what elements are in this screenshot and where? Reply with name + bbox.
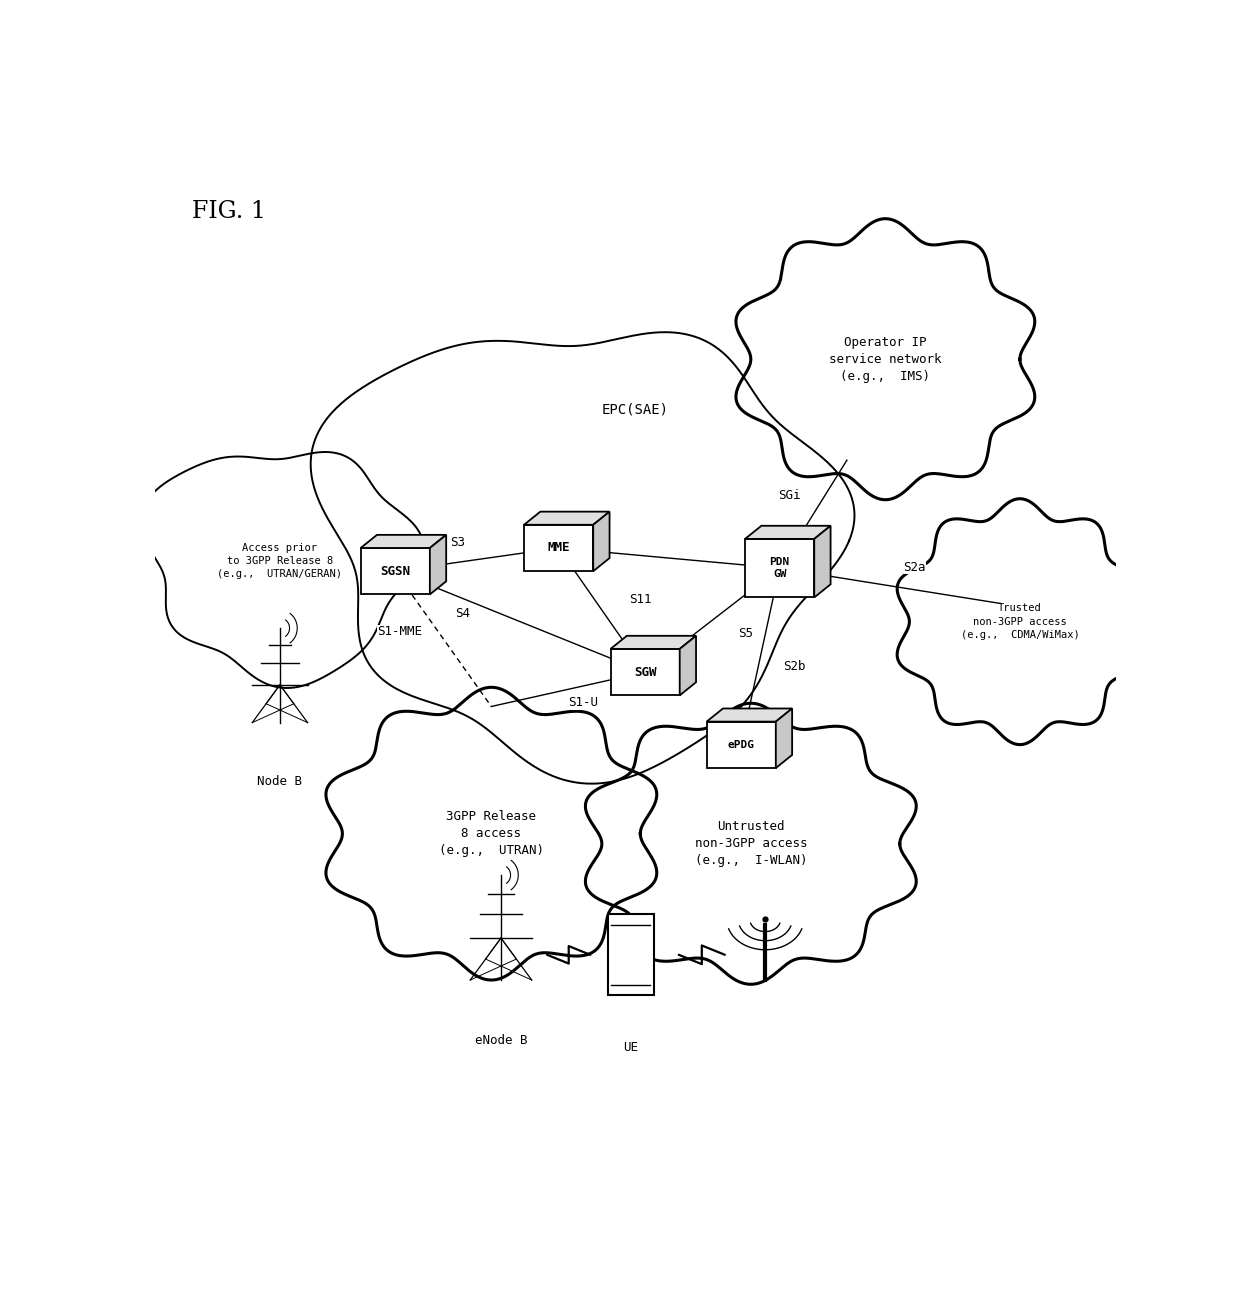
Text: FIG. 1: FIG. 1 (191, 199, 265, 223)
Polygon shape (361, 535, 446, 548)
Text: SGSN: SGSN (381, 565, 410, 578)
Polygon shape (707, 721, 776, 768)
Text: Node B: Node B (258, 775, 303, 788)
Text: S5: S5 (739, 627, 754, 640)
Text: SGW: SGW (634, 666, 656, 679)
Text: eNode B: eNode B (475, 1033, 527, 1046)
Text: S1-U: S1-U (568, 696, 598, 709)
Polygon shape (745, 526, 831, 539)
Text: UE: UE (624, 1041, 639, 1054)
Polygon shape (610, 649, 680, 695)
Text: S2b: S2b (782, 659, 805, 673)
Text: S3: S3 (450, 536, 465, 549)
Text: Trusted
non-3GPP access
(e.g.,  CDMA/WiMax): Trusted non-3GPP access (e.g., CDMA/WiMa… (961, 603, 1079, 640)
Polygon shape (361, 548, 430, 594)
Text: Operator IP
service network
(e.g.,  IMS): Operator IP service network (e.g., IMS) (830, 336, 941, 383)
Text: S2a: S2a (903, 561, 925, 574)
Text: PDN
GW: PDN GW (770, 557, 790, 579)
Polygon shape (776, 708, 792, 768)
Text: S1-MME: S1-MME (377, 625, 423, 638)
Polygon shape (525, 524, 593, 572)
Polygon shape (680, 636, 696, 695)
Polygon shape (593, 511, 610, 572)
Polygon shape (707, 708, 792, 721)
Polygon shape (525, 511, 610, 524)
Text: Access prior
to 3GPP Release 8
(e.g.,  UTRAN/GERAN): Access prior to 3GPP Release 8 (e.g., UT… (217, 543, 342, 579)
Text: ePDG: ePDG (728, 739, 755, 750)
Text: SGi: SGi (777, 489, 801, 502)
Text: S11: S11 (629, 593, 651, 606)
Text: EPC(SAE): EPC(SAE) (601, 402, 670, 417)
Polygon shape (608, 915, 653, 995)
Text: Untrusted
non-3GPP access
(e.g.,  I-WLAN): Untrusted non-3GPP access (e.g., I-WLAN) (694, 821, 807, 868)
Polygon shape (815, 526, 831, 598)
Text: S4: S4 (455, 607, 470, 620)
Polygon shape (430, 535, 446, 594)
Polygon shape (610, 636, 696, 649)
Polygon shape (745, 539, 815, 598)
Text: MME: MME (547, 541, 570, 555)
Text: 3GPP Release
8 access
(e.g.,  UTRAN): 3GPP Release 8 access (e.g., UTRAN) (439, 810, 544, 857)
